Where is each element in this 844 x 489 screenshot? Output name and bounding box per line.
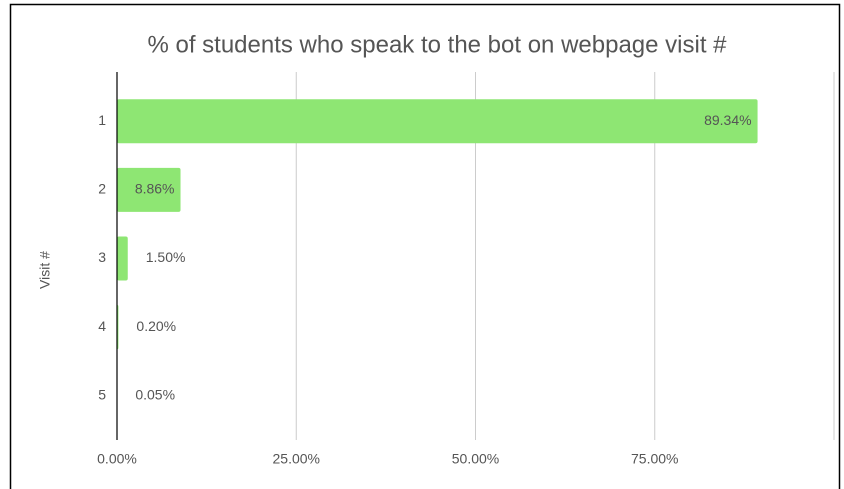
x-tick-label: 75.00% [631,451,678,467]
chart-title: % of students who speak to the bot on we… [147,31,727,58]
bar [117,99,758,144]
x-tick-label: 0.00% [97,451,137,467]
data-label: 8.86% [135,181,175,197]
y-tick-label: 5 [98,386,106,402]
y-tick-label: 4 [98,318,106,334]
y-tick-label: 1 [98,112,106,128]
x-tick-label: 50.00% [452,451,499,467]
data-label: 1.50% [146,249,186,265]
bar [117,167,181,212]
x-tick-label: 25.00% [273,451,320,467]
frame [9,3,841,489]
y-axis-label: Visit # [37,251,53,289]
bar [117,236,128,281]
y-tick-label: 3 [98,249,106,265]
data-label: 89.34% [704,112,751,128]
y-tick-label: 2 [98,181,106,197]
data-label: 0.05% [135,386,175,402]
data-label: 0.20% [136,318,176,334]
